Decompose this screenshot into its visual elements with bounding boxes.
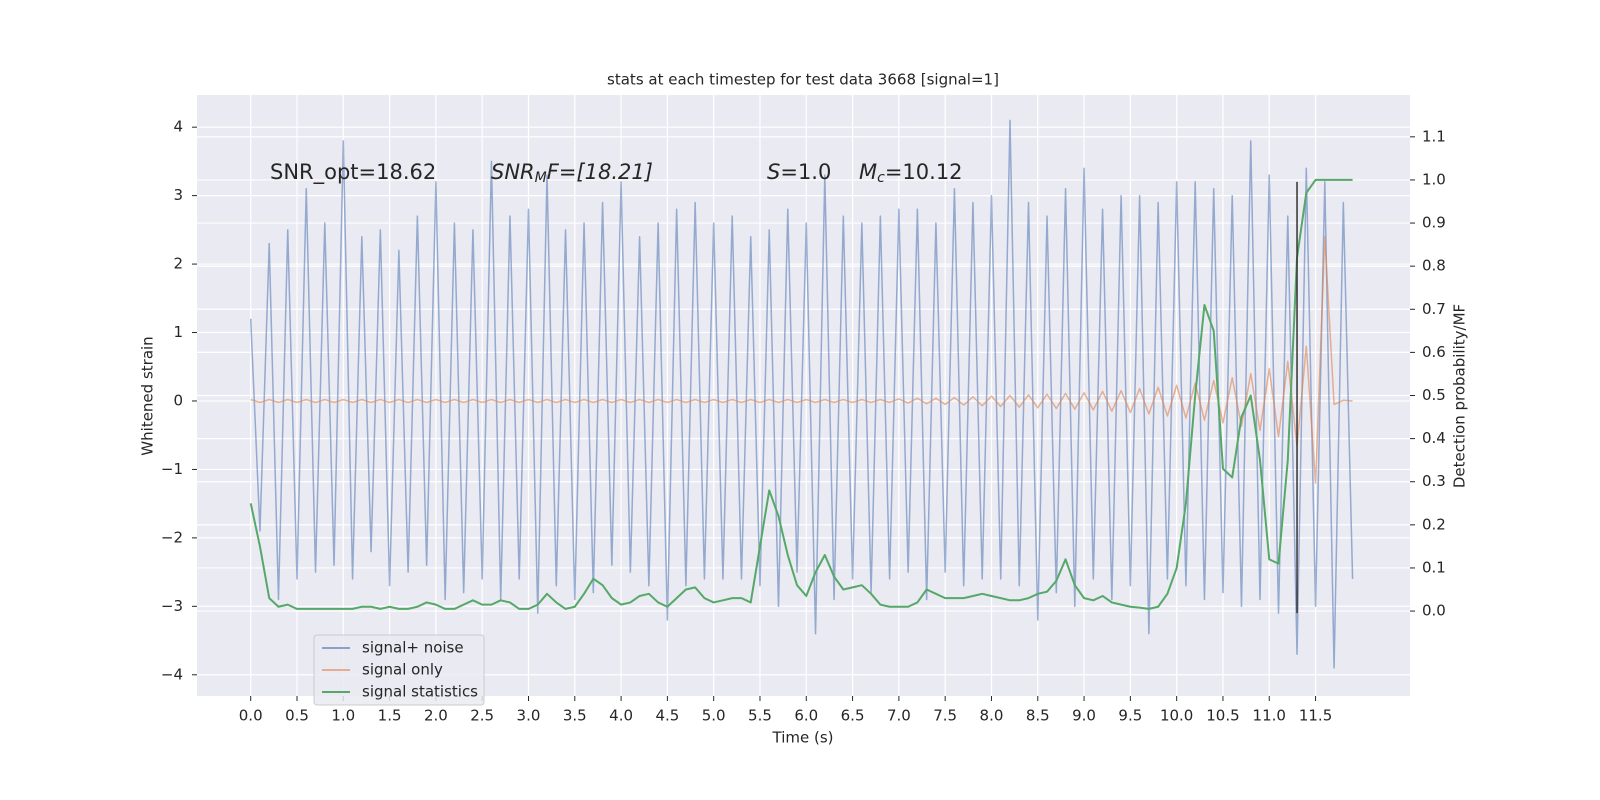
y2-tick-label: 1.1: [1422, 127, 1446, 145]
x-tick-label: 0.0: [239, 707, 263, 725]
y2-tick-label: 0.0: [1422, 602, 1446, 620]
y2-tick-label: 0.1: [1422, 558, 1446, 576]
y-tick-label: −3: [161, 597, 183, 615]
annotation-main: M: [859, 160, 877, 184]
y-tick-label: −2: [161, 528, 183, 546]
x-tick-label: 1.5: [378, 707, 402, 725]
y2-tick-label: 0.4: [1422, 429, 1446, 447]
annotation-rest: =10.12: [885, 160, 963, 184]
series-line: [249, 178, 1353, 610]
annotation: Mc=10.12: [859, 160, 963, 186]
annotation-main: SNR_opt=18.62: [270, 160, 436, 185]
marks: [249, 119, 1354, 669]
series-line: [250, 235, 1353, 484]
x-tick-label: 6.5: [841, 707, 865, 725]
legend-label: signal statistics: [362, 683, 478, 701]
x-tick-label: 8.5: [1026, 707, 1050, 725]
legend-label: signal+ noise: [362, 639, 464, 657]
annotation-sub: M: [535, 170, 547, 186]
x-tick-label: 10.0: [1160, 707, 1193, 725]
x-tick-label: 8.0: [980, 707, 1004, 725]
y-tick-label: −4: [161, 665, 183, 683]
x-tick-label: 0.5: [285, 707, 309, 725]
x-tick-label: 2.5: [470, 707, 494, 725]
annotation: SNR_opt=18.62: [270, 160, 436, 185]
annotation-main: SNR: [491, 160, 535, 184]
y-axis-label: Whitened strain: [139, 336, 157, 455]
x-tick-label: 4.0: [609, 707, 633, 725]
x-tick-label: 4.5: [655, 707, 679, 725]
x-tick-label: 3.0: [517, 707, 541, 725]
y-tick-label: 2: [173, 255, 183, 273]
y-tick-label: 4: [173, 118, 183, 136]
legend-box: [313, 634, 485, 706]
annotation-sub: c: [877, 170, 885, 186]
y-tick-label: 1: [173, 323, 183, 341]
x-tick-label: 2.0: [424, 707, 448, 725]
x-tick-label: 11.5: [1299, 707, 1332, 725]
x-axis-label: Time (s): [772, 729, 834, 747]
x-tick-label: 6.0: [794, 707, 818, 725]
x-tick-label: 11.0: [1253, 707, 1286, 725]
y2-tick-label: 0.3: [1422, 472, 1446, 490]
x-tick-label: 5.5: [748, 707, 772, 725]
x-tick-label: 9.0: [1072, 707, 1096, 725]
series-line: [249, 119, 1354, 669]
annotation: S=1.0: [767, 160, 831, 184]
y2-axis-label: Detection probability/MF: [1451, 304, 1469, 488]
y2-tick-label: 0.2: [1422, 515, 1446, 533]
chart-title: stats at each timestep for test data 366…: [607, 71, 999, 89]
y2-tick-label: 0.7: [1422, 300, 1446, 318]
y-tick-label: 0: [173, 391, 183, 409]
annotation-main: S: [767, 160, 780, 184]
x-tick-label: 10.5: [1206, 707, 1239, 725]
annotation-rest: F=[18.21]: [547, 160, 653, 184]
legend-label: signal only: [362, 661, 443, 679]
y2-tick-label: 0.6: [1422, 343, 1446, 361]
annotation: SNRMF=[18.21]: [491, 160, 653, 186]
y2-tick-label: 0.5: [1422, 386, 1446, 404]
y-tick-label: −1: [161, 460, 183, 478]
annotation-rest: =1.0: [780, 160, 831, 184]
x-tick-label: 5.0: [702, 707, 726, 725]
y2-tick-label: 0.9: [1422, 214, 1446, 232]
x-tick-label: 1.0: [331, 707, 355, 725]
x-tick-label: 3.5: [563, 707, 587, 725]
x-tick-label: 7.5: [933, 707, 957, 725]
x-tick-label: 7.0: [887, 707, 911, 725]
y2-tick-label: 1.0: [1422, 170, 1446, 188]
overlay: SNR_opt=18.62 SNRMF=[18.21] S=1.0 Mc=10.12s…: [270, 160, 963, 706]
y2-tick-label: 0.8: [1422, 257, 1446, 275]
x-tick-label: 9.5: [1118, 707, 1142, 725]
y-tick-label: 3: [173, 186, 183, 204]
